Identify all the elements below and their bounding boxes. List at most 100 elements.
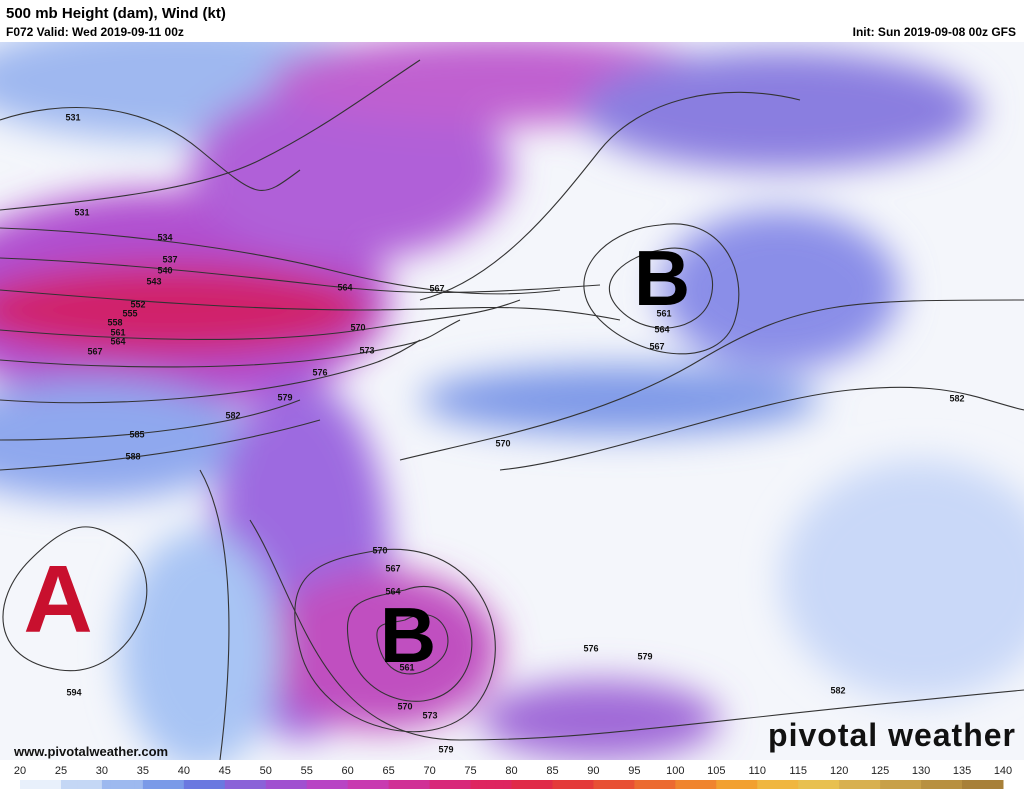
contour-label: 531 bbox=[74, 207, 89, 217]
colorbar-swatch bbox=[994, 780, 1004, 789]
colorbar-swatch bbox=[192, 780, 201, 789]
contour-label: 588 bbox=[125, 451, 140, 461]
colorbar-swatch bbox=[978, 780, 988, 789]
contour-label: 582 bbox=[949, 393, 964, 403]
colorbar-swatch bbox=[208, 780, 218, 789]
colorbar-swatch bbox=[839, 780, 848, 789]
colorbar-swatch bbox=[536, 780, 545, 789]
colorbar-swatch bbox=[470, 780, 480, 789]
colorbar-swatch bbox=[126, 780, 136, 789]
colorbar-swatch bbox=[568, 780, 578, 789]
colorbar-swatch bbox=[216, 780, 226, 789]
colorbar-swatch bbox=[716, 780, 725, 789]
contour-label: 564 bbox=[654, 324, 669, 334]
colorbar-label: 105 bbox=[707, 765, 725, 777]
colorbar-label: 130 bbox=[912, 765, 930, 777]
colorbar-swatch bbox=[871, 780, 881, 789]
colorbar-swatch bbox=[708, 780, 717, 789]
title: 500 mb Height (dam), Wind (kt) bbox=[6, 5, 226, 22]
contour-label: 570 bbox=[350, 322, 365, 332]
colorbar-swatch bbox=[585, 780, 594, 789]
contour-label: 582 bbox=[830, 685, 845, 695]
colorbar-swatch bbox=[888, 780, 898, 789]
colorbar-swatch bbox=[396, 780, 406, 789]
contour-label: 579 bbox=[637, 651, 652, 661]
colorbar-swatch bbox=[519, 780, 529, 789]
colorbar-swatch bbox=[323, 780, 332, 789]
colorbar-swatch bbox=[44, 780, 54, 789]
colorbar-swatch bbox=[577, 780, 586, 789]
colorbar-swatch bbox=[724, 780, 734, 789]
colorbar-swatch bbox=[183, 780, 193, 789]
colorbar-swatch bbox=[773, 780, 783, 789]
colorbar-swatch bbox=[749, 780, 758, 789]
height-contours bbox=[0, 59, 1024, 760]
colorbar-swatch bbox=[732, 780, 742, 789]
colorbar-swatch bbox=[298, 780, 308, 789]
colorbar-swatch bbox=[683, 780, 693, 789]
colorbar-swatch bbox=[429, 780, 439, 789]
colorbar-label: 50 bbox=[260, 765, 272, 777]
colorbar-swatch bbox=[904, 780, 914, 789]
colorbar-swatch bbox=[806, 780, 816, 789]
colorbar-swatch bbox=[527, 780, 537, 789]
colorbar-label: 120 bbox=[830, 765, 848, 777]
colorbar-label: 35 bbox=[137, 765, 149, 777]
colorbar-swatch bbox=[388, 780, 398, 789]
contour-label: 579 bbox=[277, 392, 292, 402]
contour-label: 540 bbox=[157, 265, 172, 275]
colorbar-label: 80 bbox=[505, 765, 517, 777]
colorbar-swatch bbox=[36, 780, 46, 789]
colorbar-swatch bbox=[314, 780, 324, 789]
colorbar-swatch bbox=[830, 780, 840, 789]
colorbar-swatch bbox=[101, 780, 111, 789]
colorbar-swatch bbox=[437, 780, 447, 789]
colorbar-swatch bbox=[511, 780, 521, 789]
contour-label: 582 bbox=[225, 410, 240, 420]
contour-label: 543 bbox=[146, 276, 161, 286]
colorbar-swatch bbox=[699, 780, 709, 789]
colorbar-swatch bbox=[77, 780, 87, 789]
colorbar-swatch bbox=[642, 780, 652, 789]
colorbar-label: 95 bbox=[628, 765, 640, 777]
colorbar-swatch bbox=[118, 780, 127, 789]
contour-label: 558 bbox=[107, 317, 122, 327]
colorbar-label: 140 bbox=[994, 765, 1012, 777]
colorbar-swatch bbox=[552, 780, 562, 789]
colorbar-swatch bbox=[634, 780, 644, 789]
colorbar-swatch bbox=[609, 780, 619, 789]
pressure-center: B bbox=[634, 234, 690, 322]
colorbar-label: 45 bbox=[219, 765, 231, 777]
contour-label: 552 bbox=[130, 299, 145, 309]
colorbar-label: 100 bbox=[666, 765, 684, 777]
contour-label: 531 bbox=[65, 112, 80, 122]
contour-label: 567 bbox=[385, 563, 400, 573]
colorbar-swatch bbox=[421, 780, 431, 789]
colorbar-swatch bbox=[626, 780, 635, 789]
contour-label: 576 bbox=[312, 367, 327, 377]
contour-label: 594 bbox=[66, 687, 81, 697]
colorbar-swatch bbox=[863, 780, 873, 789]
contour-label: 567 bbox=[87, 346, 102, 356]
colorbar-label: 115 bbox=[789, 765, 807, 777]
colorbar-swatch bbox=[462, 780, 472, 789]
colorbar-label: 55 bbox=[301, 765, 313, 777]
contour-label: 537 bbox=[162, 254, 177, 264]
colorbar-swatch bbox=[232, 780, 242, 789]
colorbar-swatch bbox=[273, 780, 283, 789]
colorbar-swatch bbox=[69, 780, 78, 789]
colorbar-swatch bbox=[249, 780, 259, 789]
colorbar-swatch bbox=[445, 780, 455, 789]
colorbar-swatch bbox=[495, 780, 504, 789]
colorbar: 20 25 30 35 40 45 50 55 60 65 70 75 80 85 90 95 100 105 11… bbox=[14, 765, 1012, 789]
contour-label: 570 bbox=[495, 438, 510, 448]
colorbar-swatch bbox=[306, 780, 316, 789]
colorbar-swatch bbox=[945, 780, 955, 789]
colorbar-label: 125 bbox=[871, 765, 889, 777]
colorbar-swatch bbox=[93, 780, 103, 789]
colorbar-swatch bbox=[52, 780, 62, 789]
colorbar-swatch bbox=[667, 780, 676, 789]
colorbar-swatch bbox=[290, 780, 300, 789]
colorbar-label: 90 bbox=[587, 765, 599, 777]
colorbar-swatch bbox=[347, 780, 357, 789]
